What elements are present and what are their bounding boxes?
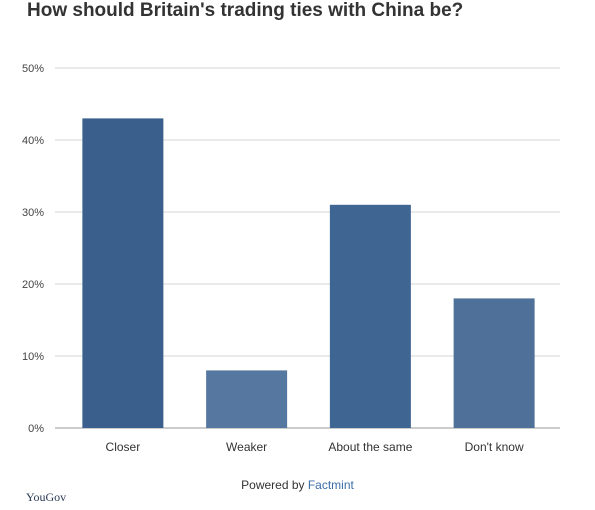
y-tick-label: 30% <box>22 207 44 219</box>
x-category-label: About the same <box>328 440 412 454</box>
x-category-label: Don't know <box>465 440 524 454</box>
chart-title: How should Britain's trading ties with C… <box>27 0 464 21</box>
factmint-link[interactable]: Factmint <box>307 478 354 492</box>
x-category-label: Closer <box>106 440 141 454</box>
powered-by-text: Powered by <box>241 478 308 492</box>
y-axis-ticks: 0% 10% 20% 30% 40% 50% <box>22 63 44 435</box>
bar-about-the-same[interactable] <box>329 204 411 428</box>
bar-closer[interactable] <box>82 118 164 429</box>
powered-by-footer: Powered by Factmint <box>0 478 595 492</box>
yougov-logo: YouGov <box>26 490 67 504</box>
bars <box>82 118 535 429</box>
x-category-label: Weaker <box>226 440 267 454</box>
bar-don-t-know[interactable] <box>453 298 535 428</box>
y-tick-label: 50% <box>22 63 44 75</box>
bar-chart: 0% 10% 20% 30% 40% 50% Closer Weaker About the … <box>22 63 560 454</box>
y-tick-label: 0% <box>28 423 44 435</box>
y-tick-label: 10% <box>22 351 44 363</box>
x-axis-labels: Closer Weaker About the same Don't know <box>106 440 524 454</box>
y-tick-label: 20% <box>22 279 44 291</box>
y-tick-label: 40% <box>22 135 44 147</box>
bar-weaker[interactable] <box>206 370 288 428</box>
